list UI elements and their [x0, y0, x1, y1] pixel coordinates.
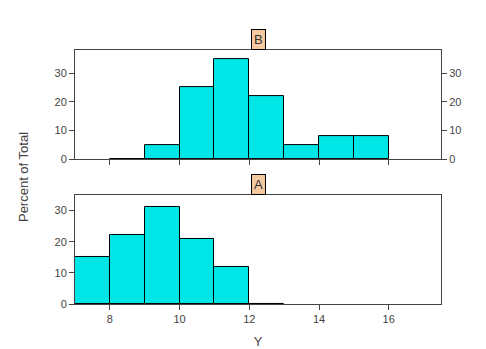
svg-text:0: 0: [61, 298, 67, 310]
svg-text:10: 10: [173, 313, 185, 325]
svg-text:12: 12: [243, 313, 255, 325]
svg-text:0: 0: [61, 153, 67, 165]
svg-text:30: 30: [55, 67, 67, 79]
svg-text:14: 14: [313, 313, 325, 325]
svg-text:20: 20: [449, 96, 461, 108]
svg-text:A: A: [254, 177, 263, 192]
svg-text:10: 10: [449, 124, 461, 136]
svg-text:30: 30: [449, 67, 461, 79]
svg-text:Y: Y: [254, 334, 263, 349]
svg-text:10: 10: [55, 267, 67, 279]
svg-text:16: 16: [383, 313, 395, 325]
svg-text:B: B: [254, 32, 263, 47]
svg-text:10: 10: [55, 124, 67, 136]
svg-text:0: 0: [449, 153, 455, 165]
svg-text:Percent of Total: Percent of Total: [16, 132, 31, 222]
svg-text:20: 20: [55, 236, 67, 248]
svg-text:8: 8: [107, 313, 113, 325]
svg-text:30: 30: [55, 204, 67, 216]
svg-text:20: 20: [55, 96, 67, 108]
